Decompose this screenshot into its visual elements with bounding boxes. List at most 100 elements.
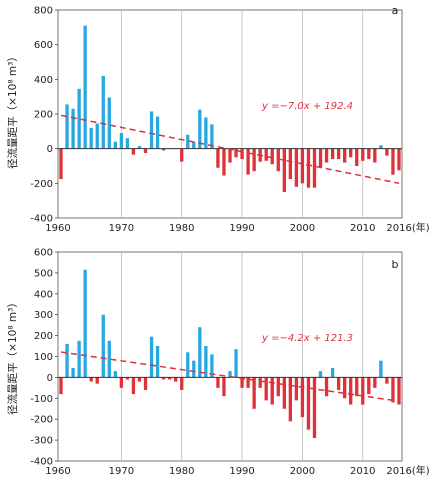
panel-a: -400 -200 0 200 400 600 800 1960 1970 1980 1990 200… bbox=[6, 4, 430, 234]
y-tick-label: -200 bbox=[30, 415, 53, 426]
bar bbox=[101, 75, 105, 149]
bar bbox=[155, 116, 160, 149]
bar bbox=[210, 354, 214, 378]
bar bbox=[95, 377, 99, 384]
bar bbox=[336, 148, 341, 160]
bar bbox=[174, 377, 178, 382]
y-tick-label: 800 bbox=[34, 6, 53, 17]
bar bbox=[300, 377, 305, 418]
x-tick-label: 2000 bbox=[290, 223, 315, 234]
y-tick-label: 200 bbox=[34, 331, 53, 342]
y-tick-label: -200 bbox=[30, 179, 53, 190]
trend-line bbox=[60, 114, 400, 184]
bar bbox=[59, 148, 63, 179]
bar bbox=[161, 377, 166, 380]
bar bbox=[161, 148, 166, 151]
x-tick-label: 1960 bbox=[45, 223, 70, 234]
bar bbox=[349, 377, 353, 405]
x-tick-label: 2010 bbox=[350, 466, 375, 477]
bar bbox=[294, 148, 299, 187]
bar bbox=[192, 141, 196, 149]
bar bbox=[288, 377, 293, 422]
x-tick-label: 2010 bbox=[350, 223, 375, 234]
x-tick-label: 1960 bbox=[45, 466, 70, 477]
bar bbox=[318, 371, 323, 378]
bar bbox=[385, 148, 389, 156]
bar bbox=[246, 148, 250, 175]
x-tick-label: 1990 bbox=[229, 223, 254, 234]
bar bbox=[343, 377, 347, 399]
bar bbox=[186, 352, 190, 378]
y-tick-label: -100 bbox=[30, 394, 53, 405]
bar bbox=[373, 377, 377, 388]
bar bbox=[228, 371, 232, 378]
y-tick-label: 500 bbox=[34, 268, 53, 279]
bar bbox=[264, 377, 268, 401]
bar bbox=[234, 349, 238, 378]
bar bbox=[65, 104, 69, 149]
bar bbox=[355, 377, 359, 397]
bar bbox=[107, 97, 111, 149]
bar bbox=[137, 146, 142, 149]
bar bbox=[397, 148, 401, 171]
bar bbox=[343, 148, 347, 163]
x-tick-label: 1970 bbox=[109, 466, 134, 477]
y-tick-label: -400 bbox=[30, 457, 53, 468]
x-tick-label-last: 2016(年) bbox=[386, 221, 429, 234]
bar bbox=[113, 141, 117, 149]
bar bbox=[361, 377, 365, 405]
bar bbox=[264, 148, 268, 161]
bar bbox=[252, 148, 256, 172]
bar bbox=[95, 123, 99, 149]
x-tick-label: 1980 bbox=[169, 466, 194, 477]
bar bbox=[71, 367, 75, 378]
bar bbox=[228, 148, 232, 163]
bar bbox=[216, 148, 220, 168]
x-tick-label: 1970 bbox=[109, 223, 134, 234]
y-tick-label: 400 bbox=[34, 75, 53, 86]
y-axis-title: 径流量距平（×10⁸ m³） bbox=[6, 51, 19, 169]
bar bbox=[107, 340, 111, 378]
bar bbox=[143, 377, 148, 390]
bar bbox=[210, 124, 214, 149]
y-tick-label: 600 bbox=[34, 248, 53, 259]
bar bbox=[288, 148, 293, 179]
bar bbox=[330, 148, 335, 160]
bar bbox=[240, 377, 244, 388]
y-tick-label: 100 bbox=[34, 352, 53, 363]
bar bbox=[222, 148, 226, 176]
bar bbox=[167, 377, 172, 380]
bar bbox=[125, 138, 130, 149]
trend-line bbox=[60, 351, 400, 402]
bar bbox=[155, 346, 160, 378]
bar bbox=[71, 108, 75, 149]
bar bbox=[222, 377, 226, 397]
bar bbox=[77, 88, 81, 149]
bar bbox=[294, 377, 299, 401]
y-tick-label: 400 bbox=[34, 289, 53, 300]
bar bbox=[180, 377, 184, 390]
bar bbox=[324, 377, 329, 397]
bar bbox=[59, 377, 63, 395]
bar bbox=[355, 148, 359, 166]
bar bbox=[397, 377, 401, 405]
bar bbox=[282, 148, 286, 192]
panel-b: -400 -300 -200 -100 0 100 200 300 400 500 600 1960 1… bbox=[6, 248, 430, 478]
y-tick-label: 0 bbox=[47, 373, 53, 384]
x-tick-label: 1990 bbox=[229, 466, 254, 477]
bar bbox=[300, 148, 305, 184]
bar bbox=[306, 377, 311, 430]
bar bbox=[367, 377, 371, 395]
bar bbox=[149, 111, 154, 149]
panel-label: b bbox=[392, 258, 399, 271]
bar bbox=[276, 148, 280, 172]
bar bbox=[373, 148, 377, 163]
panel-label: a bbox=[392, 4, 399, 17]
bar bbox=[113, 371, 117, 378]
bar bbox=[131, 377, 136, 395]
bar bbox=[324, 148, 329, 163]
bar bbox=[137, 377, 142, 382]
bar bbox=[149, 336, 154, 378]
bar bbox=[143, 148, 148, 153]
